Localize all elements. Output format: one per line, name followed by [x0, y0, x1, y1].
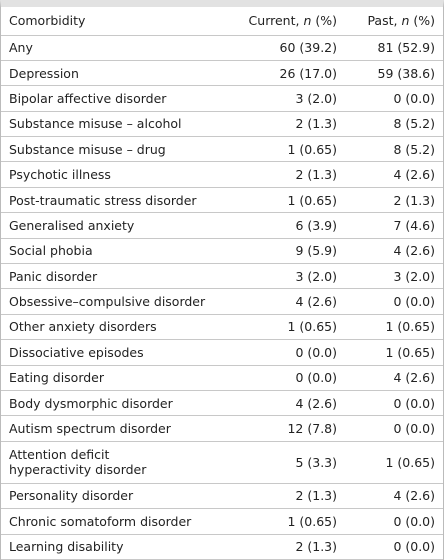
row-label: Obsessive–compulsive disorder	[1, 288, 227, 315]
cell: 0 (0.0)	[227, 365, 345, 391]
cell: 0 (0.0)	[345, 288, 443, 315]
row-label: Dissociative episodes	[1, 339, 227, 366]
cell: 0 (0.0)	[345, 534, 443, 560]
cell: 1 (0.65)	[345, 339, 443, 366]
cell: 2 (1.3)	[227, 534, 345, 560]
cell: 4 (2.6)	[345, 365, 443, 391]
table-row: Substance misuse – drug 1 (0.65) 8 (5.2)	[1, 136, 443, 163]
row-label: Substance misuse – drug	[1, 136, 227, 163]
cell: 26 (17.0)	[227, 60, 345, 87]
header-text: (%)	[409, 13, 435, 29]
header-text: n	[401, 13, 410, 29]
cell: 1 (0.65)	[345, 441, 443, 484]
cell: 4 (2.6)	[345, 238, 443, 265]
cell: 2 (1.3)	[227, 483, 345, 510]
column-header: Current, n (%)	[227, 7, 345, 36]
row-label: Substance misuse – alcohol	[1, 111, 227, 138]
header-text: n	[303, 13, 312, 29]
table-row: Obsessive–compulsive disorder 4 (2.6) 0 (0…	[1, 288, 443, 315]
header-row: Comorbidity Current, n (%) Past, n (%)	[1, 7, 443, 36]
column-header: Past, n (%)	[345, 7, 443, 36]
cell: 1 (0.65)	[227, 508, 345, 535]
cell: 4 (2.6)	[345, 483, 443, 510]
cell: 6 (3.9)	[227, 212, 345, 239]
cell: 0 (0.0)	[345, 415, 443, 442]
cell: 3 (2.0)	[227, 263, 345, 290]
cell: 2 (1.3)	[227, 161, 345, 188]
table-row: Post-traumatic stress disorder 1 (0.65) 2 …	[1, 187, 443, 214]
column-header: Comorbidity	[1, 7, 227, 36]
row-label: Body dysmorphic disorder	[1, 390, 227, 417]
row-label: Eating disorder	[1, 365, 227, 391]
cell: 1 (0.65)	[227, 314, 345, 341]
cell: 4 (2.6)	[345, 161, 443, 188]
cell: 1 (0.65)	[227, 187, 345, 214]
cell: 12 (7.8)	[227, 415, 345, 442]
row-label: Social phobia	[1, 238, 227, 265]
cell: 8 (5.2)	[345, 111, 443, 138]
table-row: Personality disorder 2 (1.3) 4 (2.6)	[1, 483, 443, 510]
header-text: Past,	[367, 13, 402, 29]
table-row: Social phobia 9 (5.9) 4 (2.6)	[1, 238, 443, 265]
row-label: Other anxiety disorders	[1, 314, 227, 341]
cell: 2 (1.3)	[227, 111, 345, 138]
row-label: Any	[1, 35, 227, 61]
cell: 0 (0.0)	[345, 508, 443, 535]
cell: 0 (0.0)	[345, 85, 443, 112]
table-row: Dissociative episodes 0 (0.0) 1 (0.65)	[1, 339, 443, 366]
table-row: Substance misuse – alcohol 2 (1.3) 8 (5.2)	[1, 111, 443, 138]
row-label: Generalised anxiety	[1, 212, 227, 239]
cell: 9 (5.9)	[227, 238, 345, 265]
table-row: Body dysmorphic disorder 4 (2.6) 0 (0.0)	[1, 390, 443, 417]
row-label: Autism spectrum disorder	[1, 415, 227, 442]
cell: 7 (4.6)	[345, 212, 443, 239]
cell: 3 (2.0)	[227, 85, 345, 112]
cell: 59 (38.6)	[345, 60, 443, 87]
cell: 81 (52.9)	[345, 35, 443, 61]
cell: 4 (2.6)	[227, 288, 345, 315]
cell: 3 (2.0)	[345, 263, 443, 290]
cell: 60 (39.2)	[227, 35, 345, 61]
table-row: Autism spectrum disorder 12 (7.8) 0 (0.0)	[1, 415, 443, 442]
table-row: Learning disability 2 (1.3) 0 (0.0)	[1, 534, 443, 560]
cell: 1 (0.65)	[227, 136, 345, 163]
row-label: Bipolar affective disorder	[1, 85, 227, 112]
table-row: Psychotic illness 2 (1.3) 4 (2.6)	[1, 161, 443, 188]
cell: 1 (0.65)	[345, 314, 443, 341]
cell: 4 (2.6)	[227, 390, 345, 417]
cell: 5 (3.3)	[227, 441, 345, 484]
table-row: Any 60 (39.2) 81 (52.9)	[1, 35, 443, 61]
table-row: Panic disorder 3 (2.0) 3 (2.0)	[1, 263, 443, 290]
row-label: Chronic somatoform disorder	[1, 508, 227, 535]
table-row: Attention deficit hyperactivity disorder…	[1, 441, 443, 484]
header-text: (%)	[311, 13, 337, 29]
table-row: Bipolar affective disorder 3 (2.0) 0 (0.0)	[1, 85, 443, 112]
comorbidity-table: Comorbidity Current, n (%) Past, n (%) Any…	[1, 7, 443, 560]
row-label: Learning disability	[1, 534, 227, 560]
row-label: Psychotic illness	[1, 161, 227, 188]
row-label: Panic disorder	[1, 263, 227, 290]
cell: 0 (0.0)	[227, 339, 345, 366]
cell: 8 (5.2)	[345, 136, 443, 163]
cell: 2 (1.3)	[345, 187, 443, 214]
header-text: Current,	[248, 13, 304, 29]
table-row: Depression 26 (17.0) 59 (38.6)	[1, 60, 443, 87]
row-label: Post-traumatic stress disorder	[1, 187, 227, 214]
table-row: Other anxiety disorders 1 (0.65) 1 (0.65)	[1, 314, 443, 341]
table-row: Generalised anxiety 6 (3.9) 7 (4.6)	[1, 212, 443, 239]
row-label: Depression	[1, 60, 227, 87]
cell: 0 (0.0)	[345, 390, 443, 417]
row-label: Attention deficit hyperactivity disorder	[1, 441, 227, 484]
table-row: Chronic somatoform disorder 1 (0.65) 0 (0.…	[1, 508, 443, 535]
table-row: Eating disorder 0 (0.0) 4 (2.6)	[1, 365, 443, 391]
row-label: Personality disorder	[1, 483, 227, 510]
